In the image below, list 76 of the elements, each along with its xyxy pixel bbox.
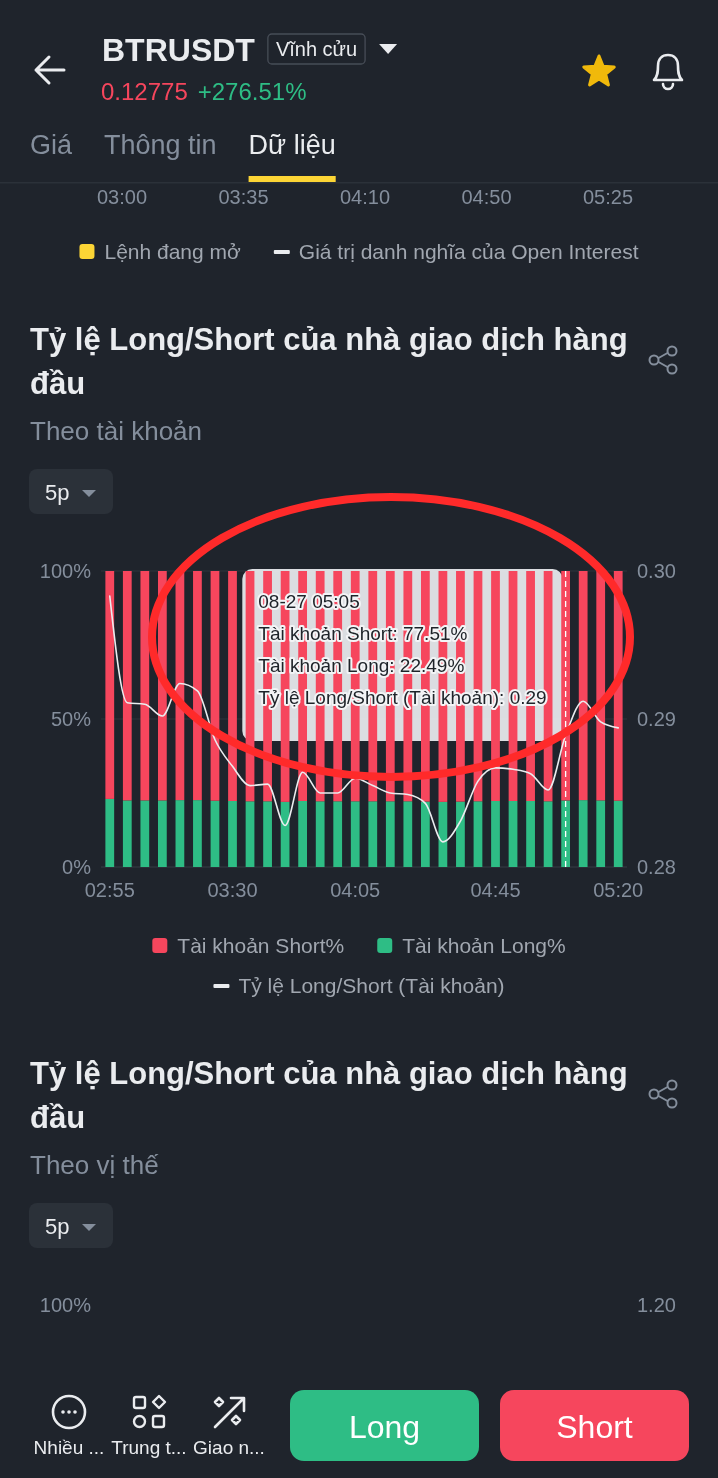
bar — [403, 801, 413, 867]
bar — [175, 800, 185, 867]
bar — [491, 800, 500, 867]
y2-tick-label: 0.28 — [637, 856, 676, 878]
text: Vĩnh cửu — [275, 38, 358, 60]
y2-tick-label: 0.30 — [637, 560, 676, 582]
bar — [578, 800, 588, 867]
x-tick-label: 02:55 — [84, 879, 135, 901]
text: Nhiều ... — [33, 1437, 105, 1458]
bar — [122, 571, 132, 801]
text: Tỷ lệ Long/Short của nhà giao dịch hàng đầu — [30, 1056, 628, 1135]
bar — [578, 571, 588, 801]
text: Short — [556, 1409, 633, 1445]
text: Giá — [30, 130, 73, 160]
legend-label: Tỷ lệ Long/Short (Tài khoản) — [238, 974, 505, 997]
text: 5p — [45, 480, 70, 505]
text: Dữ liệu — [248, 130, 336, 160]
text: 04:10 — [339, 186, 391, 208]
bar — [315, 801, 325, 867]
bar — [613, 800, 623, 867]
bar — [140, 571, 150, 801]
bar — [210, 800, 220, 867]
legend-label: Lệnh đang mở — [104, 240, 242, 263]
text: Thông tin — [104, 130, 217, 160]
bar — [105, 798, 115, 867]
y2-tick-label: 0.29 — [637, 708, 676, 730]
bar — [245, 801, 255, 867]
bar — [333, 801, 343, 867]
legend-label: Tài khoản Long% — [402, 934, 566, 957]
text: 0.12775 — [101, 78, 188, 105]
bar — [456, 801, 465, 867]
bar — [228, 571, 237, 801]
y-tick-label: 100% — [39, 560, 92, 582]
bar — [508, 800, 518, 867]
text: 03:00 — [96, 186, 148, 208]
x-tick-label: 04:45 — [470, 879, 521, 901]
x-tick-label: 05:20 — [593, 879, 644, 901]
text: Trung t... — [111, 1437, 187, 1458]
x-tick-label: 03:30 — [207, 879, 258, 901]
bar — [543, 801, 553, 867]
text: 04:50 — [461, 186, 512, 208]
bar — [122, 800, 132, 867]
bar — [157, 800, 167, 867]
text: 5p — [45, 1214, 70, 1239]
bar — [193, 800, 202, 867]
y-tick-label: 50% — [50, 708, 92, 730]
text: Long — [348, 1409, 421, 1445]
bar — [596, 571, 606, 801]
text: +276.51% — [197, 78, 307, 105]
bar — [228, 800, 237, 867]
bar — [473, 801, 483, 867]
x-tick-label: 04:05 — [330, 879, 381, 901]
line-series — [108, 595, 620, 843]
bar — [385, 801, 395, 867]
bar — [420, 801, 430, 867]
bar — [368, 801, 378, 867]
text: 05:25 — [582, 186, 634, 208]
bar — [526, 800, 535, 867]
text: Theo vị thế — [30, 1150, 160, 1180]
y-tick-label: 0% — [62, 856, 92, 878]
bar — [298, 800, 308, 867]
bar — [561, 800, 571, 867]
chart-title: Tỷ lệ Long/Short của nhà giao dịch hàng đầu — [30, 322, 628, 401]
legend-label: Tài khoản Short% — [177, 934, 345, 957]
chart-subtitle: Theo tài khoản — [30, 416, 203, 446]
text: Giao n... — [193, 1437, 265, 1458]
bar — [140, 800, 150, 867]
text: 03:35 — [218, 186, 269, 208]
text: 1.20 — [637, 1294, 676, 1316]
text: BTRUSDT — [102, 32, 256, 68]
bar — [193, 571, 202, 801]
bar — [105, 571, 115, 799]
bar — [350, 801, 360, 867]
bar — [263, 801, 272, 867]
legend-label: Giá trị danh nghĩa của Open Interest — [298, 240, 639, 263]
bar — [596, 800, 606, 867]
